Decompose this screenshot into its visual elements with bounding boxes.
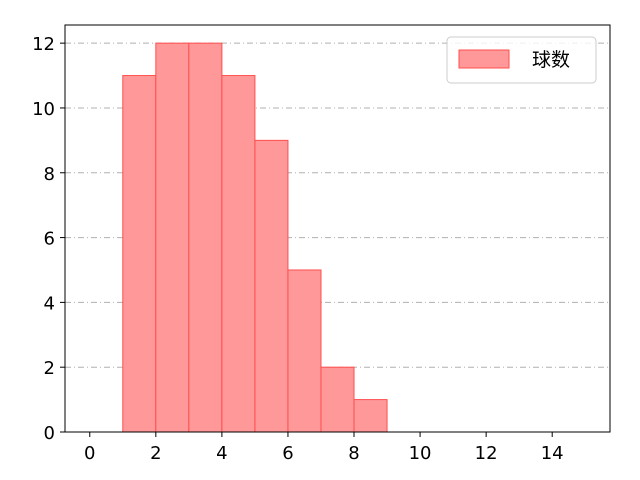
plot-frame bbox=[64, 24, 611, 433]
legend-swatch bbox=[458, 49, 510, 69]
x-tick-label: 10 bbox=[409, 443, 432, 464]
x-axis: 0 2 4 6 8 10 12 14 bbox=[84, 432, 564, 464]
y-tick-label: 2 bbox=[44, 358, 55, 379]
bars bbox=[122, 42, 388, 433]
histogram-bar bbox=[287, 269, 322, 433]
y-tick-label: 6 bbox=[44, 229, 55, 250]
histogram-bar bbox=[353, 399, 388, 433]
y-tick-label: 0 bbox=[44, 423, 55, 444]
x-tick-label: 14 bbox=[541, 443, 564, 464]
histogram-bar bbox=[221, 75, 256, 433]
histogram-bar bbox=[155, 42, 190, 433]
x-tick-label: 2 bbox=[150, 443, 161, 464]
y-tick-label: 12 bbox=[32, 34, 55, 55]
histogram-bar bbox=[122, 75, 157, 433]
y-axis: 0 2 4 6 8 10 12 bbox=[32, 34, 65, 444]
x-tick-label: 12 bbox=[475, 443, 498, 464]
histogram-bar bbox=[254, 139, 289, 433]
x-tick-label: 6 bbox=[282, 443, 293, 464]
histogram-bar bbox=[188, 42, 223, 433]
y-tick-label: 8 bbox=[44, 164, 55, 185]
y-tick-label: 4 bbox=[44, 293, 55, 314]
x-tick-label: 0 bbox=[84, 443, 95, 464]
y-tick-label: 10 bbox=[32, 99, 55, 120]
x-tick-label: 8 bbox=[348, 443, 359, 464]
legend-label: 球数 bbox=[532, 49, 570, 71]
legend: 球数 bbox=[446, 36, 597, 84]
histogram-bar bbox=[320, 366, 355, 433]
x-tick-label: 4 bbox=[216, 443, 227, 464]
